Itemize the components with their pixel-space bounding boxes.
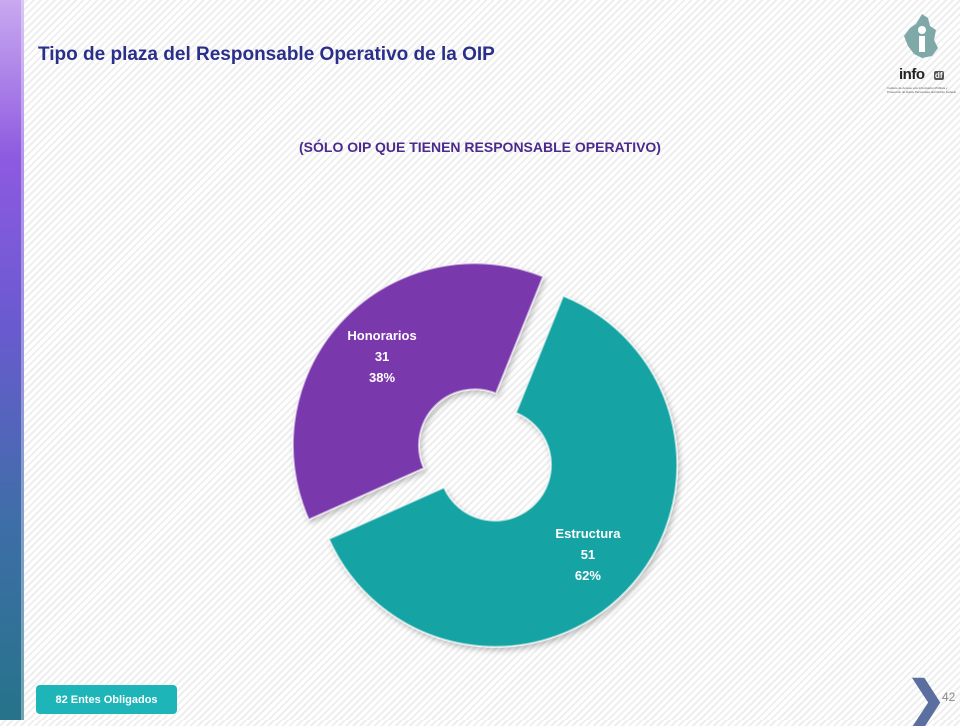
slice-label-name-honorarios: Honorarios — [347, 328, 416, 343]
slice-label-percent-honorarios: 38% — [369, 370, 395, 385]
logo-word: info — [899, 66, 925, 83]
map-icon — [904, 14, 938, 58]
slice-label-value-estructura: 51 — [581, 547, 595, 562]
slice-estructura — [327, 294, 679, 648]
slice-label-name-estructura: Estructura — [555, 526, 621, 541]
slice-honorarios — [291, 262, 545, 521]
page-title: Tipo de plaza del Responsable Operativo … — [38, 44, 495, 65]
next-slide-icon[interactable]: ❯ — [906, 673, 947, 726]
chart-subtitle: (SÓLO OIP QUE TIENEN RESPONSABLE OPERATI… — [299, 139, 661, 155]
infodf-logo: info df Instituto de Acceso a la Informa… — [878, 10, 958, 100]
entes-badge: 82 Entes Obligados — [36, 685, 177, 714]
logo-suffix: df — [934, 71, 944, 80]
left-accent-bar — [0, 0, 24, 720]
slice-label-value-honorarios: 31 — [375, 349, 389, 364]
logo-caption: Instituto de Acceso a la Información Púb… — [887, 86, 956, 94]
page-number: 42 — [942, 690, 956, 704]
slice-label-percent-estructura: 62% — [575, 568, 601, 583]
